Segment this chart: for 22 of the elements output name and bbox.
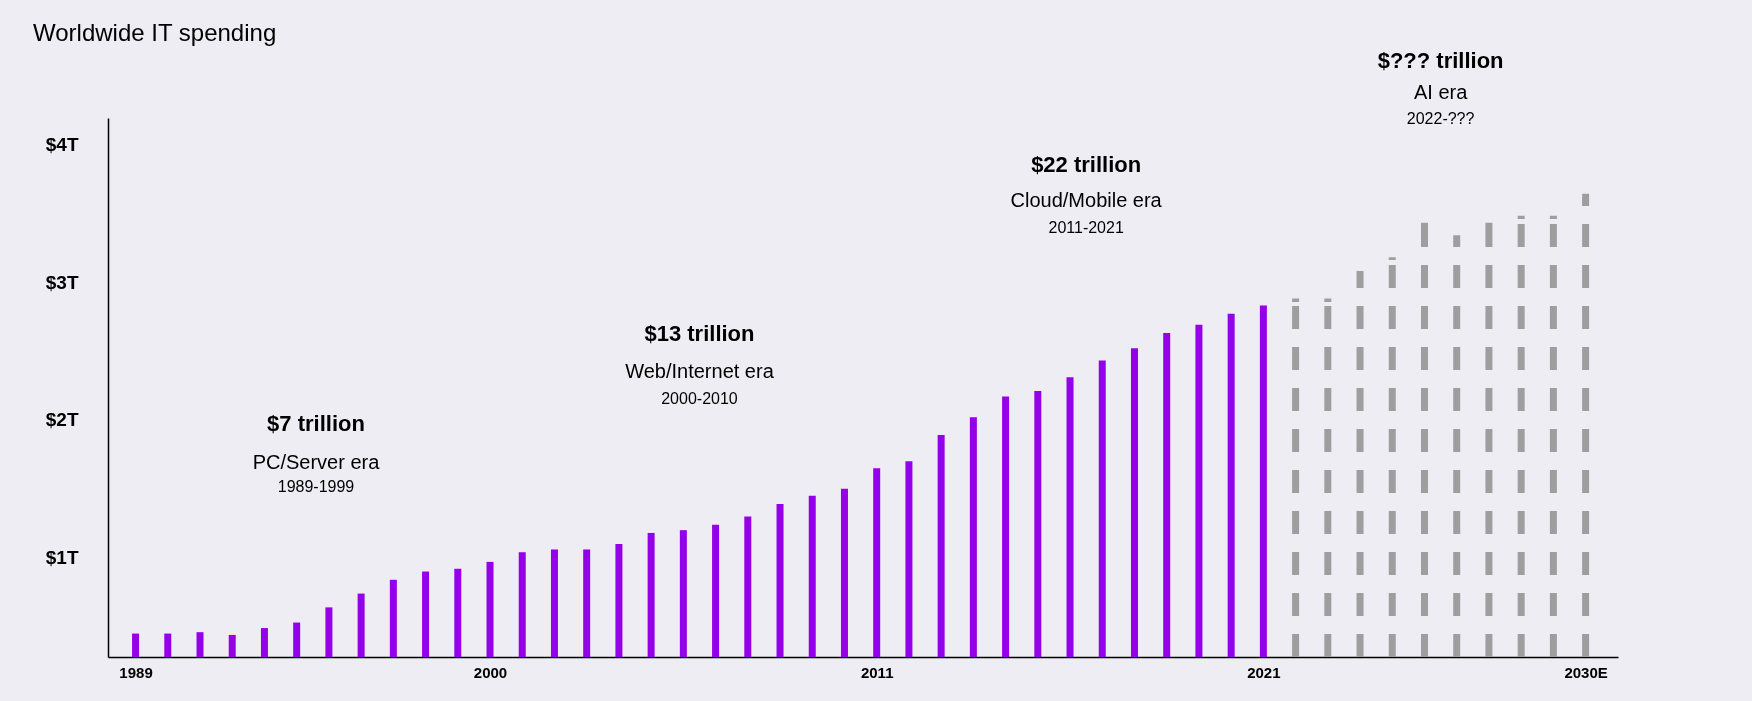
x-tick-label: 2011 bbox=[860, 663, 894, 681]
annotation: 2011-2021 bbox=[1048, 219, 1124, 237]
annotation: 2022-??? bbox=[1406, 110, 1475, 128]
text: AI era bbox=[1413, 81, 1469, 104]
y-tick-label: $3T bbox=[45, 271, 79, 293]
annotation: 1989-1999 bbox=[277, 478, 355, 496]
y-tick-label: $2T bbox=[45, 409, 79, 431]
y-tick-label: $4T bbox=[45, 133, 79, 155]
x-tick-label: 2030E bbox=[1564, 663, 1608, 681]
x-tick-label: 2021 bbox=[1247, 663, 1281, 681]
x-tick-label: 1989 bbox=[119, 663, 153, 681]
y-tick-label: $1T bbox=[45, 547, 79, 569]
annotation: 2000-2010 bbox=[661, 390, 738, 408]
annotation: $22 trillion bbox=[1031, 151, 1142, 177]
text: $??? trillion bbox=[1377, 48, 1504, 74]
chart-title: Worldwide IT spending bbox=[33, 19, 277, 46]
x-tick-label: 2000 bbox=[473, 663, 508, 681]
annotation: PC/Server era bbox=[252, 450, 381, 473]
annotation: Web/Internet era bbox=[625, 359, 775, 382]
annotation: $7 trillion bbox=[267, 411, 365, 437]
annotation: $13 trillion bbox=[644, 321, 755, 347]
annotation: Cloud/Mobile era bbox=[1010, 188, 1163, 211]
